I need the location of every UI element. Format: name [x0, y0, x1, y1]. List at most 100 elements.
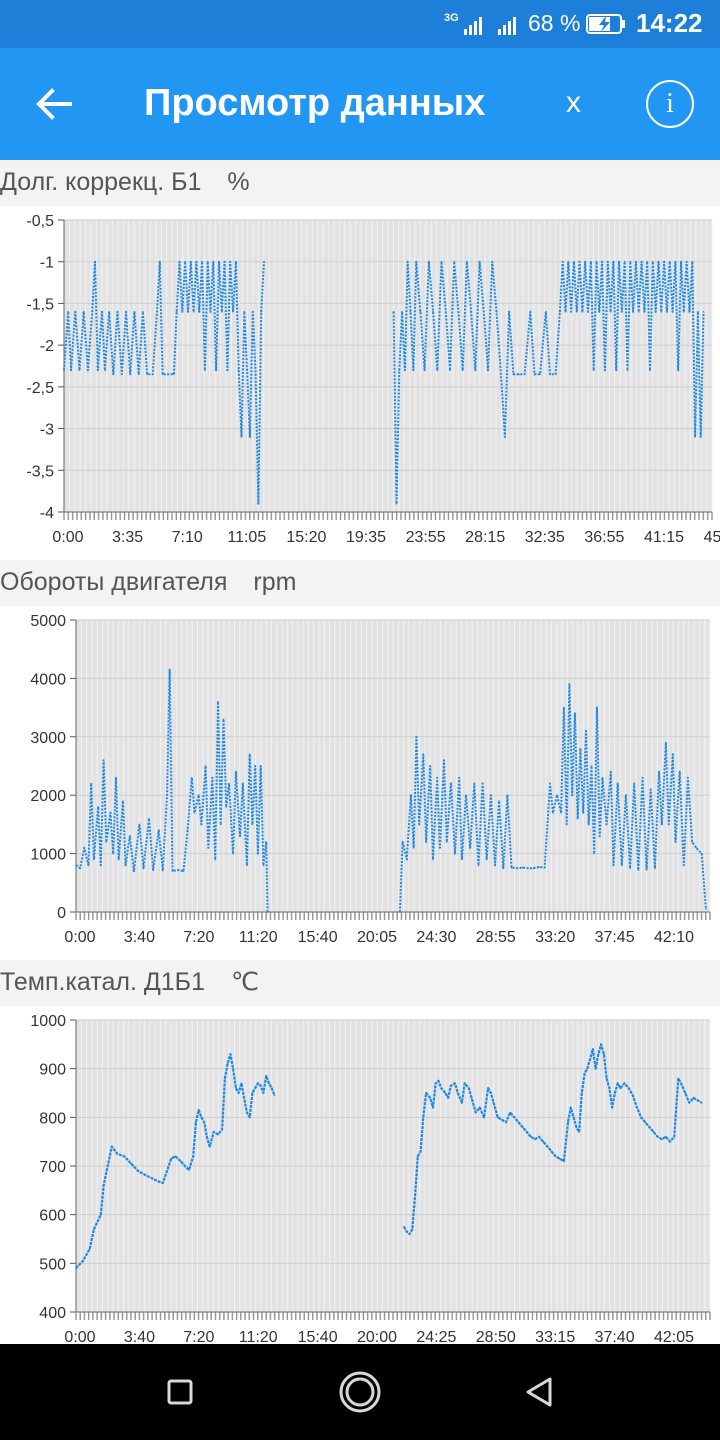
data-point [201, 260, 203, 263]
data-point [263, 260, 265, 263]
data-point [137, 373, 140, 376]
data-point [700, 852, 703, 855]
data-point [508, 311, 510, 313]
back-nav-icon[interactable] [516, 1368, 564, 1416]
data-point [652, 260, 654, 263]
data-point [461, 1101, 463, 1104]
clock: 14:22 [636, 8, 703, 38]
data-point [100, 1213, 102, 1216]
x-tick-label: 28:15 [465, 529, 505, 546]
data-point [404, 369, 406, 371]
data-point [465, 794, 467, 796]
data-point [178, 260, 181, 263]
data-point [695, 847, 697, 849]
data-point [527, 867, 529, 869]
x-tick-label: 3:35 [112, 529, 143, 546]
data-point [225, 806, 227, 808]
data-point [162, 1182, 164, 1184]
data-point [680, 260, 682, 263]
data-point [415, 260, 418, 263]
page-title: Просмотр данных [144, 82, 486, 124]
x-tick-label: 24:30 [416, 929, 456, 946]
x-tick-label: 37:40 [595, 1329, 635, 1344]
data-point [645, 868, 648, 871]
data-point [570, 311, 572, 313]
data-point [470, 311, 472, 313]
recent-apps-icon[interactable] [156, 1368, 204, 1416]
y-tick-label: 700 [39, 1159, 66, 1176]
data-point [565, 823, 568, 826]
data-point [552, 811, 554, 814]
data-point [226, 1063, 229, 1065]
back-arrow-icon[interactable] [30, 80, 78, 128]
data-point [100, 864, 102, 867]
data-point [603, 1053, 605, 1055]
home-icon[interactable] [336, 1368, 384, 1416]
data-point [97, 806, 99, 808]
data-point [573, 260, 575, 263]
data-point [637, 311, 640, 313]
data-point [578, 1131, 580, 1133]
data-point [257, 1082, 259, 1085]
data-point [432, 858, 434, 861]
data-point [123, 1155, 125, 1158]
data-point [578, 260, 581, 263]
chart-unit: % [227, 168, 250, 196]
data-point [518, 373, 520, 376]
data-point [589, 1058, 591, 1060]
data-point [415, 736, 418, 738]
data-point [221, 1128, 223, 1131]
data-point [246, 369, 248, 371]
data-point [228, 782, 230, 785]
data-point [215, 369, 217, 371]
data-point [254, 1087, 256, 1089]
data-point [229, 260, 231, 263]
data-point [82, 311, 85, 313]
data-point [683, 311, 685, 313]
data-point [124, 864, 127, 867]
data-point [432, 1106, 434, 1109]
info-button[interactable]: i [646, 80, 694, 128]
data-point [265, 1075, 268, 1077]
data-point [130, 1162, 132, 1165]
data-point [429, 1097, 432, 1099]
data-point [674, 260, 677, 263]
data-point [262, 864, 265, 867]
data-point [83, 847, 86, 849]
data-point [193, 811, 196, 814]
data-point [156, 311, 158, 313]
data-point [510, 866, 513, 869]
data-point [243, 311, 246, 313]
data-point [564, 311, 567, 313]
data-point [470, 1097, 473, 1099]
data-point [184, 1165, 186, 1167]
data-point [572, 1116, 575, 1119]
data-point [273, 1094, 276, 1097]
data-point [684, 1092, 686, 1094]
data-point [266, 911, 269, 913]
data-point [593, 852, 595, 855]
x-tick-label: 36:55 [584, 529, 624, 546]
data-point [144, 1174, 146, 1176]
data-point [598, 311, 601, 313]
data-point [167, 373, 169, 376]
data-point [554, 1155, 557, 1158]
data-point [87, 369, 89, 371]
data-point [265, 841, 268, 843]
data-point [198, 311, 200, 313]
data-point [521, 1126, 524, 1128]
data-point [148, 817, 150, 820]
y-tick-label: -0,5 [26, 213, 54, 230]
chart-title: Долг. коррекц. Б1 [0, 168, 202, 196]
data-point [213, 1131, 215, 1133]
data-point [473, 782, 476, 785]
close-button[interactable]: x [566, 86, 581, 119]
data-point [549, 373, 551, 376]
y-tick-label: 800 [39, 1110, 66, 1127]
battery-percentage: 68 % [528, 10, 581, 36]
x-tick-label: 0:00 [52, 529, 83, 546]
data-point [600, 1043, 602, 1046]
data-point [197, 1109, 200, 1111]
data-point [592, 1048, 594, 1050]
data-point [492, 1101, 495, 1104]
